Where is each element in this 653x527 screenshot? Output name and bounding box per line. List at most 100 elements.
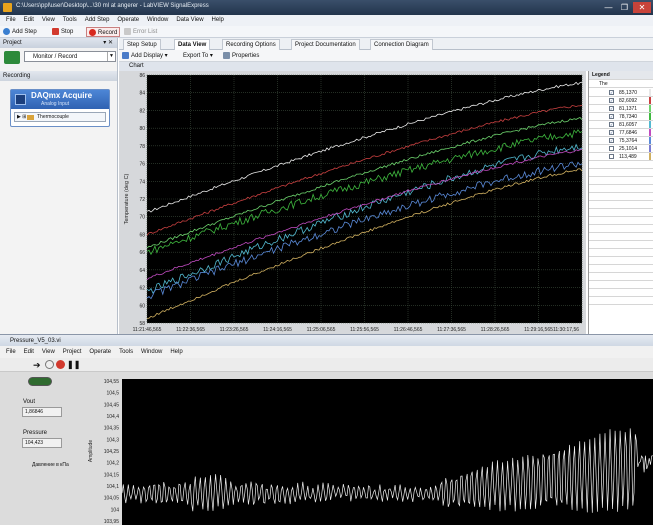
pressure-graph[interactable]: 104,55 104,5 104,45 104,4 104,35 104,3 104,25 1… [80, 376, 653, 525]
vi-menu-edit[interactable]: Edit [24, 346, 34, 358]
legend-empty-row [589, 281, 653, 289]
power-toggle[interactable] [28, 377, 52, 386]
daq-icon [15, 94, 26, 105]
legend-checkbox[interactable]: ✓ [609, 90, 614, 95]
vi-menu-file[interactable]: File [6, 346, 16, 358]
menu-file[interactable]: File [6, 15, 16, 26]
y-tick-label: 62 [139, 286, 145, 292]
legend-row[interactable]: ✓ 85,1370 [589, 89, 653, 97]
channel-row[interactable]: ▶ ⊞ Thermocouple [14, 112, 106, 122]
legend-checkbox[interactable]: ✓ [609, 138, 614, 143]
tab-project-documentation-label: Project Documentation [295, 42, 356, 48]
vi-menu-view[interactable]: View [42, 346, 55, 358]
y-tick-label: 70 [139, 215, 145, 221]
legend-checkbox[interactable] [609, 146, 614, 151]
tab-bar: Step Setup Data View Recording Options P… [119, 38, 653, 50]
legend-checkbox[interactable]: ✓ [609, 130, 614, 135]
app-icon [3, 3, 12, 12]
vi-title: Pressure_V5_03.vi [10, 338, 61, 344]
menu-tools[interactable]: Tools [63, 15, 77, 26]
legend-row[interactable]: 25,1014 [589, 145, 653, 153]
menu-add-step[interactable]: Add Step [85, 15, 110, 26]
mode-select[interactable]: Monitor / Record ▼ [24, 51, 116, 62]
panel-close-icon[interactable]: ▾ ✕ [103, 38, 113, 48]
vi-toolbar: ➔ ❚❚ [0, 358, 653, 372]
close-button[interactable]: ✕ [633, 2, 651, 13]
add-display-button[interactable]: Add Display ▾ [122, 51, 168, 61]
data-view-toolbar: Add Display ▾ Export To ▾ Properties [119, 50, 653, 62]
x-tick-label: 11:29:16,565 [524, 327, 553, 333]
tab-step-setup[interactable]: Step Setup [123, 39, 161, 50]
record-button[interactable]: Record [86, 27, 120, 37]
legend-value: 82,6092 [619, 97, 637, 105]
abort-icon[interactable] [56, 360, 65, 369]
run-continuous-icon[interactable] [45, 360, 54, 369]
legend-checkbox[interactable]: ✓ [609, 122, 614, 127]
menu-help[interactable]: Help [212, 15, 224, 26]
legend-checkbox[interactable]: ✓ [609, 114, 614, 119]
y-tick-label: 66 [139, 250, 145, 256]
legend-swatch [649, 137, 651, 144]
legend-group-label: The [599, 81, 608, 87]
legend-swatch [649, 105, 651, 112]
tab-recording-options[interactable]: Recording Options [222, 39, 280, 50]
menu-view[interactable]: View [42, 15, 55, 26]
tab-project-documentation[interactable]: Project Documentation [291, 39, 360, 50]
temperature-chart[interactable]: 86 84 82 80 78 76 74 72 70 68 66 64 62 60 58 11:21:46,5… [119, 71, 586, 334]
y-tick-label: 68 [139, 232, 145, 238]
properties-button[interactable]: Properties [223, 51, 259, 61]
add-step-label: Add Step [12, 29, 37, 35]
menu-operate[interactable]: Operate [117, 15, 139, 26]
menu-window[interactable]: Window [147, 15, 168, 26]
expand-icon[interactable]: ▶ ⊞ [17, 113, 26, 122]
legend-empty-row [589, 209, 653, 217]
legend-swatch [649, 121, 651, 128]
y-tick-label: 82 [139, 108, 145, 114]
pause-icon[interactable]: ❚❚ [67, 360, 80, 369]
vi-menu-window[interactable]: Window [141, 346, 162, 358]
legend-value: 25,1014 [619, 145, 637, 153]
legend-checkbox[interactable]: ✓ [609, 98, 614, 103]
y-tick-label: 86 [139, 73, 145, 79]
legend-row[interactable]: ✓ 82,6092 [589, 97, 653, 105]
step-subtitle: Analog Input [41, 101, 69, 107]
add-step-button[interactable]: Add Step [3, 27, 37, 37]
minimize-button[interactable]: — [601, 2, 616, 13]
menu-data-view[interactable]: Data View [176, 15, 203, 26]
pressure-label: Pressure [23, 430, 47, 436]
vout-indicator: 1,86846 [22, 407, 62, 417]
vi-menu-project[interactable]: Project [63, 346, 82, 358]
stop-icon [52, 28, 59, 35]
y-tick-label: 104,1 [106, 484, 119, 490]
channel-label: Thermocouple [37, 114, 69, 120]
legend-swatch [649, 145, 651, 152]
legend-empty-row [589, 161, 653, 169]
legend-row[interactable]: 113,489 [589, 153, 653, 161]
stop-button[interactable]: Stop [52, 27, 73, 37]
add-icon [3, 28, 10, 35]
legend-checkbox[interactable] [609, 154, 614, 159]
legend-checkbox[interactable]: ✓ [609, 106, 614, 111]
vi-menu-help[interactable]: Help [170, 346, 182, 358]
vi-menu-tools[interactable]: Tools [119, 346, 133, 358]
y-tick-label: 78 [139, 144, 145, 150]
legend-row[interactable]: ✓ 81,6057 [589, 121, 653, 129]
run-arrow-icon[interactable]: ➔ [33, 360, 41, 371]
legend-swatch [649, 129, 651, 136]
maximize-button[interactable]: ❐ [617, 2, 632, 13]
tab-data-view[interactable]: Data View [174, 39, 210, 50]
legend-row[interactable]: ✓ 78,7340 [589, 113, 653, 121]
legend-empty-row [589, 241, 653, 249]
project-panel: Project ▾ ✕ Monitor / Record ▼ Recording [0, 38, 118, 334]
legend-row[interactable]: ✓ 77,6846 [589, 129, 653, 137]
legend-group[interactable]: The [589, 80, 653, 88]
tab-connection-diagram[interactable]: Connection Diagram [370, 39, 433, 50]
error-list-button[interactable]: Error List [124, 27, 157, 37]
legend-row[interactable]: ✓ 81,1371 [589, 105, 653, 113]
menu-edit[interactable]: Edit [24, 15, 34, 26]
daqmx-step[interactable]: DAQmx Acquire Analog Input ▶ ⊞ Thermocou… [10, 89, 110, 127]
vi-menu-operate[interactable]: Operate [89, 346, 111, 358]
y-tick-label: 104,05 [104, 496, 120, 502]
export-to-button[interactable]: Export To ▾ [183, 51, 213, 61]
legend-row[interactable]: ✓ 75,3764 [589, 137, 653, 145]
